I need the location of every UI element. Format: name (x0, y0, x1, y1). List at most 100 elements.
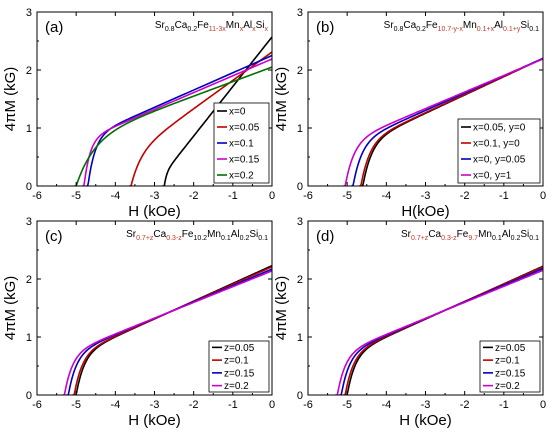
y-tick-label: 1 (297, 332, 303, 344)
series-line-4 (335, 269, 543, 395)
formula-element: Ca (403, 20, 416, 31)
formula-element: Fe (426, 20, 438, 31)
y-tick-label: 2 (297, 274, 303, 286)
formula-element: Fe (182, 229, 194, 240)
x-tick-label: -2 (460, 190, 470, 202)
x-tick-label: -5 (342, 190, 352, 202)
formula-element: Sr (155, 20, 166, 31)
formula-subscript: 0.2 (511, 235, 521, 242)
legend-entry: x=0.1, y=0 (473, 139, 520, 150)
formula-subscript: 0.7+z (136, 235, 154, 242)
legend-entry: z=0.15 (224, 368, 255, 379)
y-tick-label: 2 (26, 65, 32, 77)
x-tick-label: -4 (110, 190, 120, 202)
legend-entry: z=0.05 (495, 343, 526, 354)
legend-entry: z=0.15 (495, 368, 526, 379)
x-tick-label: -1 (228, 190, 238, 202)
y-tick-label: 1 (297, 123, 303, 135)
legend: x=0.05, y=0 x=0.1, y=0 x=0, y=0.05 x=0, y=1 (457, 118, 541, 184)
x-tick-label: -3 (150, 399, 160, 411)
series-line-4 (62, 270, 272, 395)
legend-entry: z=0.05 (224, 343, 255, 354)
x-tick-label: -3 (150, 190, 160, 202)
y-tick-label: 1 (26, 332, 32, 344)
series-group (74, 36, 272, 186)
x-tick-label: -1 (499, 190, 509, 202)
series-group (62, 264, 272, 395)
formula-subscript: 0.2 (416, 26, 426, 33)
composition-formula: Sr0.7+zCa0.3-zFe9.7Mn0.1Al0.2Si0.1 (401, 229, 539, 242)
x-axis-label: H(kOe) (401, 203, 449, 220)
x-tick-label: -6 (303, 190, 313, 202)
legend-entry: x=0 (229, 107, 246, 118)
y-tick-label: 0 (297, 390, 303, 402)
formula-element: Sr (384, 20, 395, 31)
chart-panel-2: -6 -5 -4 -3 -2 -1 0 0 1 2 3 H(kOe) 4πM (kG) (b) Sr0.8C… (273, 7, 546, 220)
formula-element: Mn (478, 229, 492, 240)
formula-element: Si (249, 229, 258, 240)
formula-element: Fe (197, 20, 209, 31)
y-tick-label: 0 (26, 181, 32, 193)
formula-subscript: x (240, 26, 244, 33)
panel-label: (c) (45, 228, 63, 245)
formula-subscript: 10.7-y-x (438, 26, 464, 33)
formula-subscript: 9.7 (468, 235, 478, 242)
formula-subscript: 0.2 (187, 26, 197, 33)
legend-entry: x=0.2 (229, 171, 254, 182)
x-tick-label: 0 (540, 190, 546, 202)
formula-subscript: 0.1 (529, 235, 539, 242)
series-group (335, 265, 543, 395)
formula-element: Al (243, 20, 252, 31)
x-tick-label: -2 (460, 399, 470, 411)
legend-box (457, 118, 541, 184)
y-tick-label: 2 (26, 274, 32, 286)
formula-element: Si (520, 229, 529, 240)
x-tick-label: -4 (381, 399, 391, 411)
formula-subscript: 0.1 (529, 26, 539, 33)
legend-entry: x=0.05 (229, 123, 260, 134)
y-tick-label: 3 (26, 7, 32, 19)
composition-formula: Sr0.7+zCa0.3-zFe10.2Mn0.1Al0.2Si0.1 (126, 229, 268, 242)
chart-panel-4: -6 -5 -4 -3 -2 -1 0 0 1 2 3 H (kOe) 4πM (kG) (d) Sr0.7… (273, 216, 546, 429)
legend-entry: x=0.15 (229, 155, 260, 166)
x-tick-label: 0 (269, 399, 275, 411)
legend-box (479, 340, 541, 393)
composition-formula: Sr0.8Ca0.2Fe10.7-y-xMn0.1+xAl0.1+ySi0.1 (384, 20, 539, 33)
series-line-3 (85, 54, 272, 186)
legend-entry: x=0, y=1 (473, 171, 512, 182)
panel-label: (a) (45, 19, 63, 36)
formula-element: Si (256, 20, 265, 31)
formula-element: Mn (463, 20, 477, 31)
y-tick-label: 0 (297, 181, 303, 193)
legend-entry: x=0.1 (229, 139, 254, 150)
legend: z=0.05 z=0.1z=0.15 z=0.2 (208, 340, 270, 393)
y-tick-label: 0 (26, 390, 32, 402)
panel-label: (d) (316, 228, 334, 245)
formula-element: Al (502, 229, 511, 240)
legend-entry: z=0.2 (495, 381, 520, 392)
formula-subscript: x (265, 26, 269, 33)
y-tick-label: 3 (297, 216, 303, 228)
chart-panel-1: -6 -5 -4 -3 -2 -1 0 0 1 2 3 H (kOe) 4πM (kG) (a) Sr0.8… (2, 7, 275, 220)
formula-subscript: 0.8 (165, 26, 175, 33)
legend-entry: z=0.1 (495, 356, 520, 367)
formula-subscript: 0.1+x (477, 26, 495, 33)
formula-subscript: 0.3-z (441, 235, 457, 242)
legend: z=0.05 z=0.1z=0.15 z=0.2 (479, 340, 541, 393)
y-axis-label: 4πM (kG) (273, 67, 290, 132)
y-axis-label: 4πM (kG) (273, 276, 290, 341)
formula-subscript: 0.1+y (503, 26, 521, 33)
x-axis-label: H (kOe) (128, 412, 181, 429)
x-tick-label: 0 (540, 399, 546, 411)
formula-subscript: 0.1 (221, 235, 231, 242)
legend-entry: z=0.1 (224, 356, 249, 367)
x-tick-label: -6 (303, 399, 313, 411)
chart-panel-3: -6 -5 -4 -3 -2 -1 0 0 1 2 3 H (kOe) 4πM (kG) (c) Sr0.7… (2, 216, 275, 429)
series-line-5 (74, 66, 272, 186)
legend-entry: x=0, y=0.05 (473, 155, 526, 166)
legend-entry: x=0.05, y=0 (473, 123, 526, 134)
formula-element: Sr (401, 229, 412, 240)
series-line-4 (82, 58, 272, 186)
formula-element: Si (520, 20, 529, 31)
